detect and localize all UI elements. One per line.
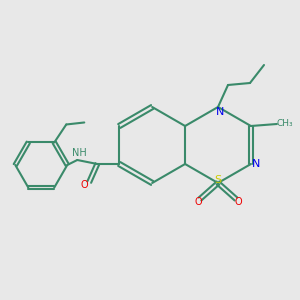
Text: NH: NH: [72, 148, 87, 158]
Text: O: O: [234, 197, 242, 207]
Text: O: O: [80, 180, 88, 190]
Text: N: N: [216, 107, 224, 117]
Text: N: N: [252, 159, 260, 169]
Text: S: S: [214, 175, 222, 185]
Text: CH₃: CH₃: [277, 119, 293, 128]
Text: O: O: [194, 197, 202, 207]
